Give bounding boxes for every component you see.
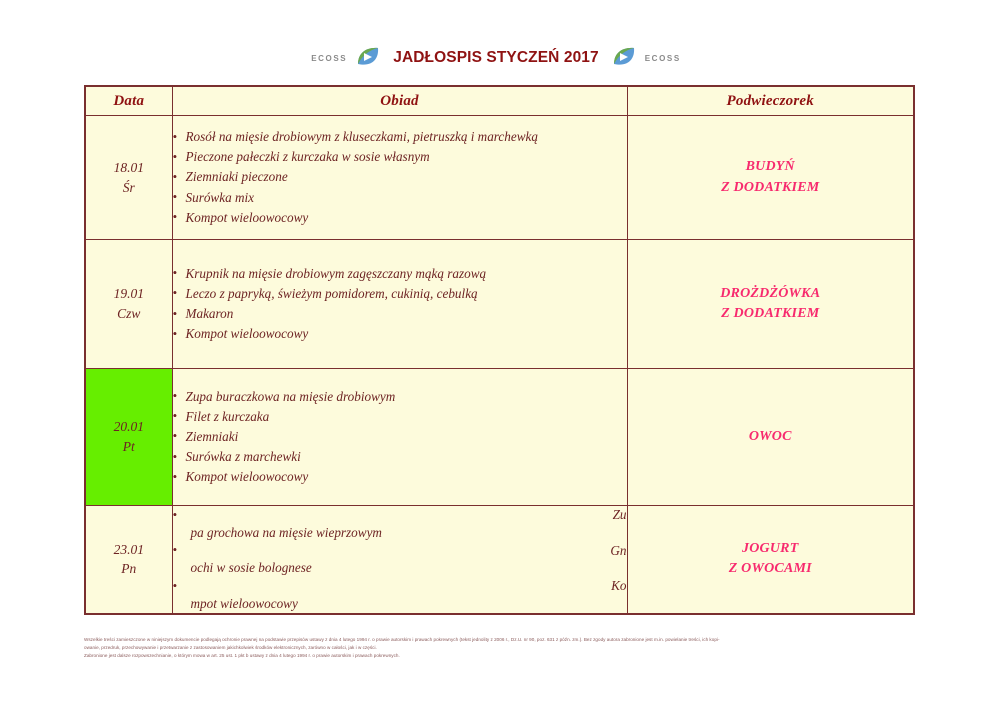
column-header-snack: Podwieczorek [626,85,915,116]
weekday-value: Pt [122,439,135,454]
list-item: Ziemniaki pieczone [173,167,627,187]
list-item: Pieczone pałeczki z kurczaka w sosie wła… [173,147,627,167]
dish-list: Krupnik na mięsie drobiowym zagęszczany … [173,263,627,344]
column-header-lunch: Obiad [171,85,628,116]
snack-cell: JOGURT Z OWOCAMI [626,504,915,615]
page-header: ECOSS JADŁOSPIS STYCZEŃ 2017 ECOSS [0,38,992,78]
table-header: Data Obiad Podwieczorek [84,85,915,116]
legal-line-2: owanie, przedruk, przechowywanie i przet… [84,645,377,651]
legal-notice: Wszelkie treści zamieszczone w niniejszy… [84,636,914,660]
list-item: Filet z kurczaka [173,406,627,427]
list-item: Surówka mix [173,187,627,208]
snack-cell: BUDYŃ Z DODATKIEM [626,115,915,240]
legal-line-1: Wszelkie treści zamieszczone w niniejszy… [84,637,720,642]
menu-table-container: Data Obiad Podwieczorek 18.01 Śr Rosół n… [84,85,915,615]
snack-line: BUDYŃ [745,159,795,175]
ecoss-leaf-logo-icon-2 [611,45,637,71]
date-value: 23.01 [113,541,144,557]
dish-fragment-rest: pa grochowa na mięsie wieprzowym [190,524,382,540]
dish-fragment-rest: ochi w sosie bolognese [190,560,312,576]
table-body: 18.01 Śr Rosół na mięsie drobiowym z klu… [84,115,915,615]
date-cell: 23.01 Pn [84,504,173,615]
snack-line: JOGURT [742,541,799,557]
date-cell: 19.01 Czw [84,239,173,369]
list-item: Zupa buraczkowa na mięsie drobiowym [173,386,627,407]
dish-fragment-right: Ko [611,578,627,594]
list-item: Kompot wieloowocowy [173,207,627,228]
list-item: Krupnik na mięsie drobiowym zagęszczany … [173,263,627,284]
table-row: 18.01 Śr Rosół na mięsie drobiowym z klu… [84,115,915,240]
dish-fragment-rest: mpot wieloowocowy [190,596,298,612]
lunch-cell: Rosół na mięsie drobiowym z kluseczkami,… [171,115,628,240]
list-item: Rosół na mięsie drobiowym z kluseczkami,… [173,127,627,147]
weekday-value: Czw [117,306,141,321]
list-item: Gn ochi w sosie bolognese [173,541,627,578]
date-value: 18.01 [113,159,144,175]
weekday-value: Pn [121,561,137,577]
list-item: Kompot wieloowocowy [173,324,627,344]
weekday-value: Śr [122,179,135,195]
dish-list: Zupa buraczkowa na mięsie drobiowym File… [173,386,627,487]
lunch-cell: Krupnik na mięsie drobiowym zagęszczany … [171,239,628,369]
date-cell: 18.01 Śr [84,115,173,240]
table-row: 20.01 Pt Zupa buraczkowa na mięsie drobi… [84,368,915,506]
table-row: 23.01 Pn Zu pa grochowa na mięsie wieprz… [84,504,915,615]
table-row: 19.01 Czw Krupnik na mięsie drobiowym za… [84,239,915,369]
list-item: Ko mpot wieloowocowy [173,577,627,613]
snack-line: Z OWOCAMI [728,561,812,577]
list-item: Makaron [173,303,627,324]
dish-fragment-right: Gn [610,542,627,558]
snack-cell: OWOC [626,368,915,506]
date-value: 19.01 [113,286,144,302]
list-item: Leczo z papryką, świeżym pomidorem, cuki… [173,283,627,304]
legal-line-3: Zabronione jest dalsze rozpowszechnianie… [84,653,400,659]
snack-line: DROŻDŻÓWKA [720,285,821,301]
dish-fragment-right: Zu [612,507,627,522]
date-value: 20.01 [113,419,144,435]
list-item: Surówka z marchewki [173,447,627,467]
snack-line: OWOC [748,428,792,444]
ecoss-leaf-logo-icon [355,45,381,71]
lunch-cell: Zupa buraczkowa na mięsie drobiowym File… [171,368,628,506]
ecoss-brand-left: ECOSS [311,53,348,63]
lunch-cell: Zu pa grochowa na mięsie wieprzowym Gn o… [171,504,628,615]
dish-list: Rosół na mięsie drobiowym z kluseczkami,… [173,127,627,227]
ecoss-brand-right: ECOSS [644,53,681,63]
dish-list: Zu pa grochowa na mięsie wieprzowym Gn o… [173,506,627,613]
snack-line: Z DODATKIEM [721,179,820,195]
snack-line: Z DODATKIEM [721,306,820,321]
menu-table: Data Obiad Podwieczorek 18.01 Śr Rosół n… [84,85,915,615]
table-header-row: Data Obiad Podwieczorek [84,85,915,116]
date-cell-highlighted: 20.01 Pt [84,368,173,506]
list-item: Kompot wieloowocowy [173,467,627,487]
snack-cell: DROŻDŻÓWKA Z DODATKIEM [626,239,915,369]
column-header-date: Data [84,85,173,116]
list-item: Zu pa grochowa na mięsie wieprzowym [173,506,627,542]
page-title: JADŁOSPIS STYCZEŃ 2017 [393,49,599,66]
list-item: Ziemniaki [173,426,627,447]
